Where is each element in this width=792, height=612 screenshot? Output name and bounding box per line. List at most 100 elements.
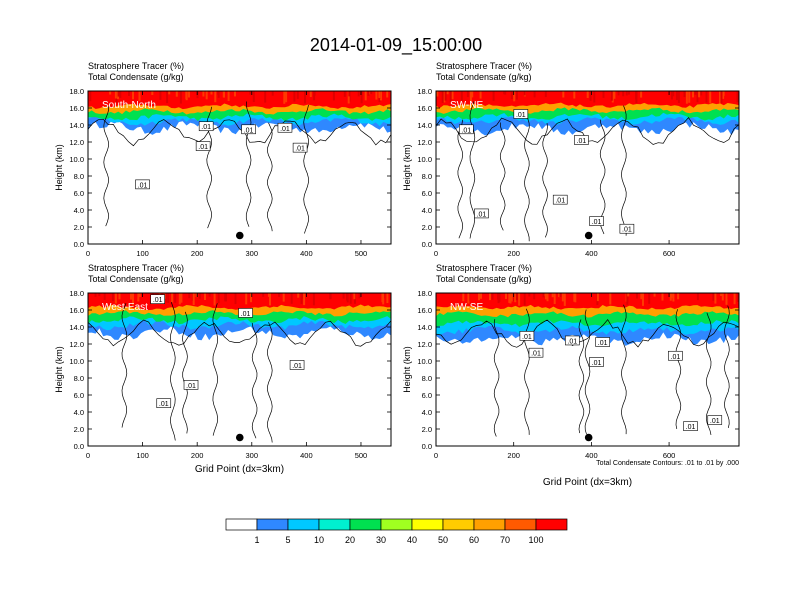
x-tick-label: 0 [86,249,90,258]
tracer-speckle [694,91,697,95]
x-tick-label: 0 [434,451,438,460]
tracer-speckle [174,293,177,303]
tracer-speckle [573,293,576,302]
tracer-speckle [492,91,495,101]
tracer-speckle [640,91,643,98]
contour-label-box [241,124,256,135]
condensate-contour [121,302,128,428]
tracer-speckle [303,293,306,306]
contour-label: .01 [516,112,526,119]
tracer-speckle [441,91,444,103]
tracer-speckle [89,91,92,102]
y-tick-label: 2.0 [74,425,84,434]
y-axis-label: Height (km) [54,346,64,393]
contour-label-box [589,357,604,367]
x-tick-label: 300 [246,451,259,460]
tracer-speckle [269,293,271,306]
y-tick-label: 0.0 [422,240,432,249]
tracer-speckle [672,91,675,97]
tracer-speckle [245,293,248,305]
tracer-speckle [179,91,182,104]
y-tick-label: 4.0 [74,206,84,215]
plot-area: .01 .01 .01 .01 .01 .01 .01 SW-NE [436,91,739,244]
tracer-speckle [282,293,285,302]
y-tick-label: 12.0 [417,340,432,349]
panel-south-north: Stratosphere Tracer (%)Total Condensate … [54,61,392,258]
contour-label: .01 [622,227,632,234]
tracer-speckle [696,91,699,103]
tracer-speckle [357,91,360,97]
contour-label: .01 [244,127,254,134]
tracer-speckle [640,293,643,300]
y-tick-label: 14.0 [69,323,84,332]
x-tick-label: 400 [585,451,598,460]
colorbar-label: 70 [500,535,510,545]
tracer-speckle [249,91,252,95]
tracer-speckle [202,91,205,97]
tracer-speckle [685,91,688,104]
tracer-speckle [505,293,507,299]
tracer-speckle [167,293,170,303]
tracer-speckle [642,293,644,306]
contour-label-box [150,294,165,304]
tracer-speckle [304,91,306,104]
tracer-speckle [737,293,739,302]
condensate-contour [212,303,219,436]
tracer-speckle [224,293,227,302]
x-tick-label: 200 [191,249,204,258]
colorbar-swatch [349,518,382,531]
tracer-speckle [688,91,691,103]
condensate-contour [599,119,606,235]
tracer-speckle [185,91,188,100]
contour-label: .01 [598,340,608,347]
tracer-speckle [562,91,565,98]
y-tick-label: 2.0 [422,425,432,434]
y-tick-label: 4.0 [422,206,432,215]
tracer-speckle [309,91,312,97]
tracer-speckle [250,293,252,303]
tracer-speckle [137,293,140,302]
condensate-contour [303,104,309,234]
tracer-speckle [210,91,213,95]
contour-label-box [595,337,610,347]
contour-label-box [513,109,529,119]
tracer-speckle [217,91,220,98]
tracer-speckle [118,293,121,300]
tracer-speckle [553,293,556,304]
x-tick-label: 300 [246,249,259,258]
y-tick-label: 2.0 [74,223,84,232]
condensate-contour [457,119,464,239]
condensate-contour [88,118,391,147]
tracer-speckle [497,293,500,304]
contour-label-box [292,142,308,153]
tracer-speckle [192,293,195,305]
contour-label: .01 [592,360,602,367]
contour-label-box [135,179,150,190]
tracer-speckle [180,293,183,303]
condensate-contour [524,308,530,435]
tracer-speckle [214,91,217,103]
tracer-speckle [617,91,620,96]
tracer-speckle [692,91,694,98]
panel-title-tracer: Stratosphere Tracer (%) [436,263,532,273]
colorbar-swatch [411,518,444,531]
tracer-speckle [312,293,315,306]
tracer-speckle [714,293,717,304]
tracer-speckle [677,293,680,300]
y-tick-label: 6.0 [422,189,432,198]
tracer-speckle [627,293,630,297]
tracer-speckle [347,91,350,104]
x-tick-label: 600 [663,249,676,258]
contour-label-box [528,347,544,358]
tracer-speckle [573,91,576,99]
tracer-speckle [670,293,673,299]
tracer-speckle [222,91,225,98]
contour-label-box [195,141,211,151]
y-axis-label: Height (km) [402,144,412,191]
y-axis-label: Height (km) [402,346,412,393]
tracer-speckle [375,91,378,100]
x-tick-label: 500 [355,249,368,258]
tracer-speckle [589,91,592,101]
tracer-speckle [509,293,512,304]
